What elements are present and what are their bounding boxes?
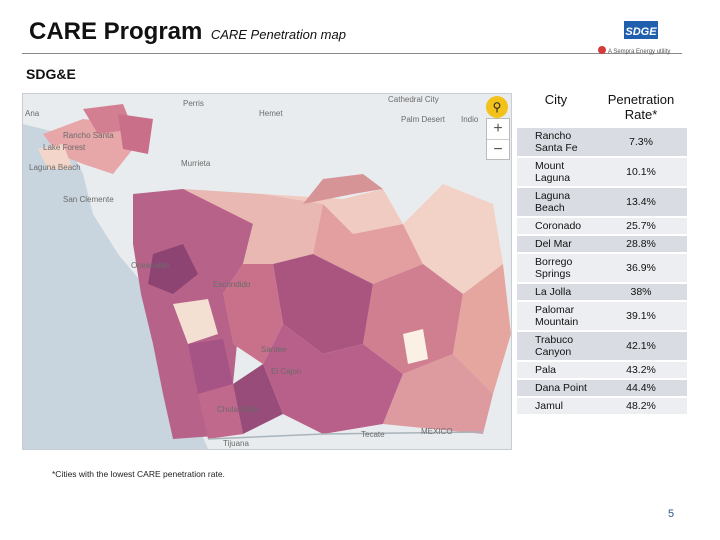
table-row: Pala 43.2%	[517, 360, 687, 379]
map-label: Tecate	[361, 430, 385, 439]
map-label: El Cajon	[271, 367, 301, 376]
rate-cell: 43.2%	[595, 360, 687, 379]
rate-cell: 44.4%	[595, 378, 687, 397]
rate-cell: 48.2%	[595, 396, 687, 414]
title-subtitle: CARE Penetration map	[210, 27, 346, 42]
rate-cell: 13.4%	[595, 186, 687, 217]
sempra-mark-icon	[598, 46, 606, 54]
care-penetration-map[interactable]: Perris Hemet Cathedral City Palm Desert …	[22, 93, 512, 450]
map-label: Tijuana	[223, 439, 249, 448]
map-label: Cathedral City	[388, 95, 439, 104]
rate-cell: 42.1%	[595, 330, 687, 361]
title-divider	[22, 53, 682, 54]
column-header-city: City	[517, 88, 595, 127]
city-cell: Jamul	[517, 396, 595, 414]
map-label: Oceanside	[131, 261, 170, 270]
zoom-in-button[interactable]: +	[493, 120, 503, 137]
table-row: Rancho Santa Fe 7.3%	[517, 126, 687, 157]
table-row: Borrego Springs 36.9%	[517, 252, 687, 283]
table-row: Trabuco Canyon 42.1%	[517, 330, 687, 361]
table-row: La Jolla 38%	[517, 282, 687, 301]
location-pin-icon[interactable]: ⚲	[486, 96, 508, 118]
table-row: Mount Laguna 10.1%	[517, 156, 687, 187]
city-cell: Dana Point	[517, 378, 595, 397]
city-cell: Coronado	[517, 216, 595, 235]
city-cell: Trabuco Canyon	[517, 330, 595, 361]
map-label: Escondido	[213, 280, 251, 289]
table-row: Dana Point 44.4%	[517, 378, 687, 397]
column-header-rate: Penetration Rate*	[595, 88, 687, 127]
table-row: Laguna Beach 13.4%	[517, 186, 687, 217]
rate-cell: 7.3%	[595, 126, 687, 157]
map-label: Ana	[25, 109, 40, 118]
city-cell: Laguna Beach	[517, 186, 595, 217]
table-header-row: City Penetration Rate*	[517, 88, 687, 127]
rate-cell: 25.7%	[595, 216, 687, 235]
table-row: Palomar Mountain 39.1%	[517, 300, 687, 331]
map-label: Palm Desert	[401, 115, 446, 124]
rate-cell: 10.1%	[595, 156, 687, 187]
map-label: Hemet	[259, 109, 283, 118]
map-label: Chula Vista	[217, 405, 258, 414]
rate-cell: 36.9%	[595, 252, 687, 283]
logo-tagline: A Sempra Energy utility	[608, 49, 670, 55]
table-row: Jamul 48.2%	[517, 396, 687, 414]
city-cell: Borrego Springs	[517, 252, 595, 283]
map-label: Santee	[261, 345, 287, 354]
city-cell: Mount Laguna	[517, 156, 595, 187]
map-label: Indio	[461, 115, 479, 124]
city-cell: Del Mar	[517, 234, 595, 253]
map-label: Lake Forest	[43, 143, 86, 152]
city-cell: La Jolla	[517, 282, 595, 301]
map-label: Laguna Beach	[29, 163, 81, 172]
map-label: Perris	[183, 99, 204, 108]
city-cell: Rancho Santa Fe	[517, 126, 595, 157]
penetration-rate-table: City Penetration Rate* Rancho Santa Fe 7.…	[517, 88, 687, 414]
title-main: CARE Program	[29, 18, 203, 45]
section-label: SDG&E	[26, 66, 76, 82]
sdge-logo: SDGE A Sempra Energy utility	[590, 15, 685, 59]
table-row: Coronado 25.7%	[517, 216, 687, 235]
map-label: Rancho Santa	[63, 131, 114, 140]
map-label: Murrieta	[181, 159, 211, 168]
rate-cell: 39.1%	[595, 300, 687, 331]
table-row: Del Mar 28.8%	[517, 234, 687, 253]
map-label: MEXICO	[421, 427, 453, 436]
logo-text: SDGE	[625, 26, 657, 38]
city-cell: Palomar Mountain	[517, 300, 595, 331]
city-cell: Pala	[517, 360, 595, 379]
zoom-controls: + −	[486, 118, 510, 160]
rate-cell: 38%	[595, 282, 687, 301]
rate-cell: 28.8%	[595, 234, 687, 253]
slide-title: CARE Program CARE Penetration map	[29, 18, 346, 46]
zoom-out-button[interactable]: −	[487, 139, 509, 160]
map-label: San Clemente	[63, 195, 114, 204]
page-number: 5	[668, 508, 675, 520]
footnote: *Cities with the lowest CARE penetration…	[52, 469, 225, 479]
